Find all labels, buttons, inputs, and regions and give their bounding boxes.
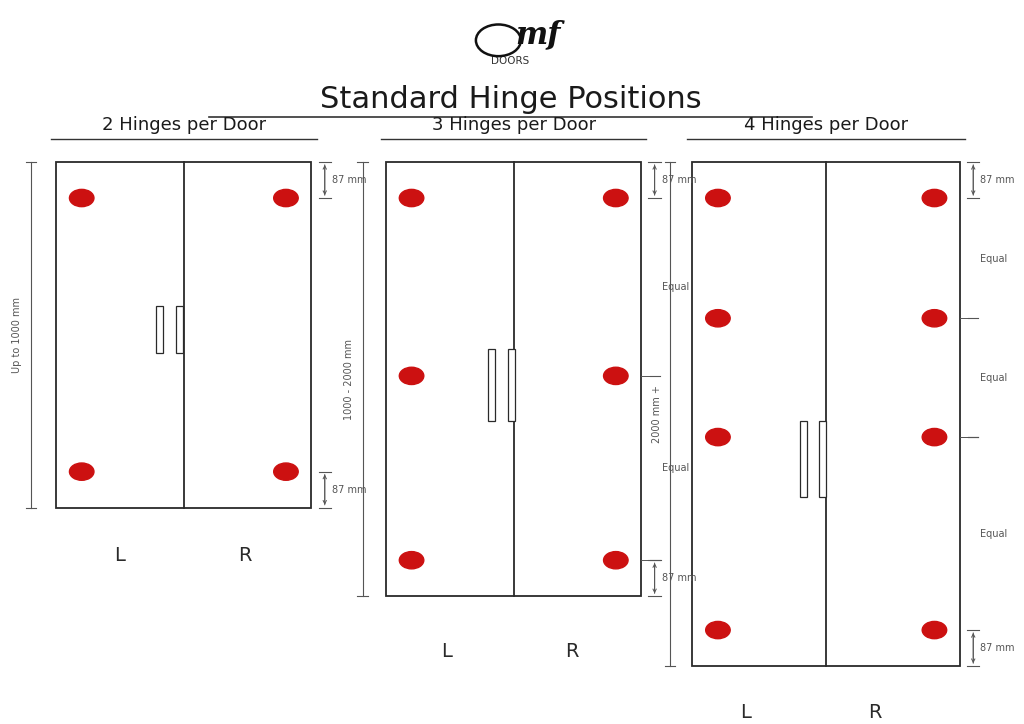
Circle shape <box>399 552 424 569</box>
Text: 4 Hinges per Door: 4 Hinges per Door <box>744 116 908 133</box>
Bar <box>800 421 807 497</box>
Bar <box>508 349 515 421</box>
Text: DOORS: DOORS <box>492 56 529 66</box>
Text: R: R <box>565 642 579 661</box>
Text: 87 mm: 87 mm <box>332 175 367 185</box>
Text: Standard Hinge Positions: Standard Hinge Positions <box>319 85 701 114</box>
Text: 1000 - 2000 mm: 1000 - 2000 mm <box>344 339 354 420</box>
Text: Equal: Equal <box>980 529 1008 539</box>
Circle shape <box>603 552 628 569</box>
Circle shape <box>706 621 730 639</box>
Bar <box>56 162 311 508</box>
Circle shape <box>603 190 628 206</box>
Circle shape <box>923 190 947 206</box>
Bar <box>692 162 959 666</box>
Text: 87 mm: 87 mm <box>332 484 367 494</box>
Text: 87 mm: 87 mm <box>980 643 1015 653</box>
Text: 87 mm: 87 mm <box>662 573 696 584</box>
Text: L: L <box>740 704 751 723</box>
Text: 2 Hinges per Door: 2 Hinges per Door <box>101 116 266 133</box>
Text: Equal: Equal <box>662 282 689 292</box>
Circle shape <box>70 190 94 206</box>
Text: L: L <box>114 547 125 565</box>
Circle shape <box>399 367 424 384</box>
Circle shape <box>273 463 298 480</box>
Text: Equal: Equal <box>662 463 689 473</box>
Bar <box>176 306 183 353</box>
Text: Equal: Equal <box>980 373 1008 383</box>
Bar <box>488 349 496 421</box>
Text: Equal: Equal <box>980 253 1008 264</box>
Bar <box>819 421 826 497</box>
Text: 3 Hinges per Door: 3 Hinges per Door <box>432 116 596 133</box>
Text: mf: mf <box>516 19 561 50</box>
Text: L: L <box>441 642 452 661</box>
Circle shape <box>923 621 947 639</box>
Text: Up to 1000 mm: Up to 1000 mm <box>12 297 23 373</box>
Circle shape <box>706 190 730 206</box>
Bar <box>157 306 164 353</box>
Bar <box>386 162 641 597</box>
Text: R: R <box>868 704 882 723</box>
Circle shape <box>70 463 94 480</box>
Circle shape <box>706 429 730 446</box>
Text: 87 mm: 87 mm <box>980 175 1015 185</box>
Text: R: R <box>239 547 252 565</box>
Circle shape <box>923 429 947 446</box>
Circle shape <box>706 310 730 327</box>
Circle shape <box>273 190 298 206</box>
Circle shape <box>923 310 947 327</box>
Text: 2000 mm +: 2000 mm + <box>651 385 662 443</box>
Text: 87 mm: 87 mm <box>662 175 696 185</box>
Circle shape <box>603 367 628 384</box>
Circle shape <box>399 190 424 206</box>
